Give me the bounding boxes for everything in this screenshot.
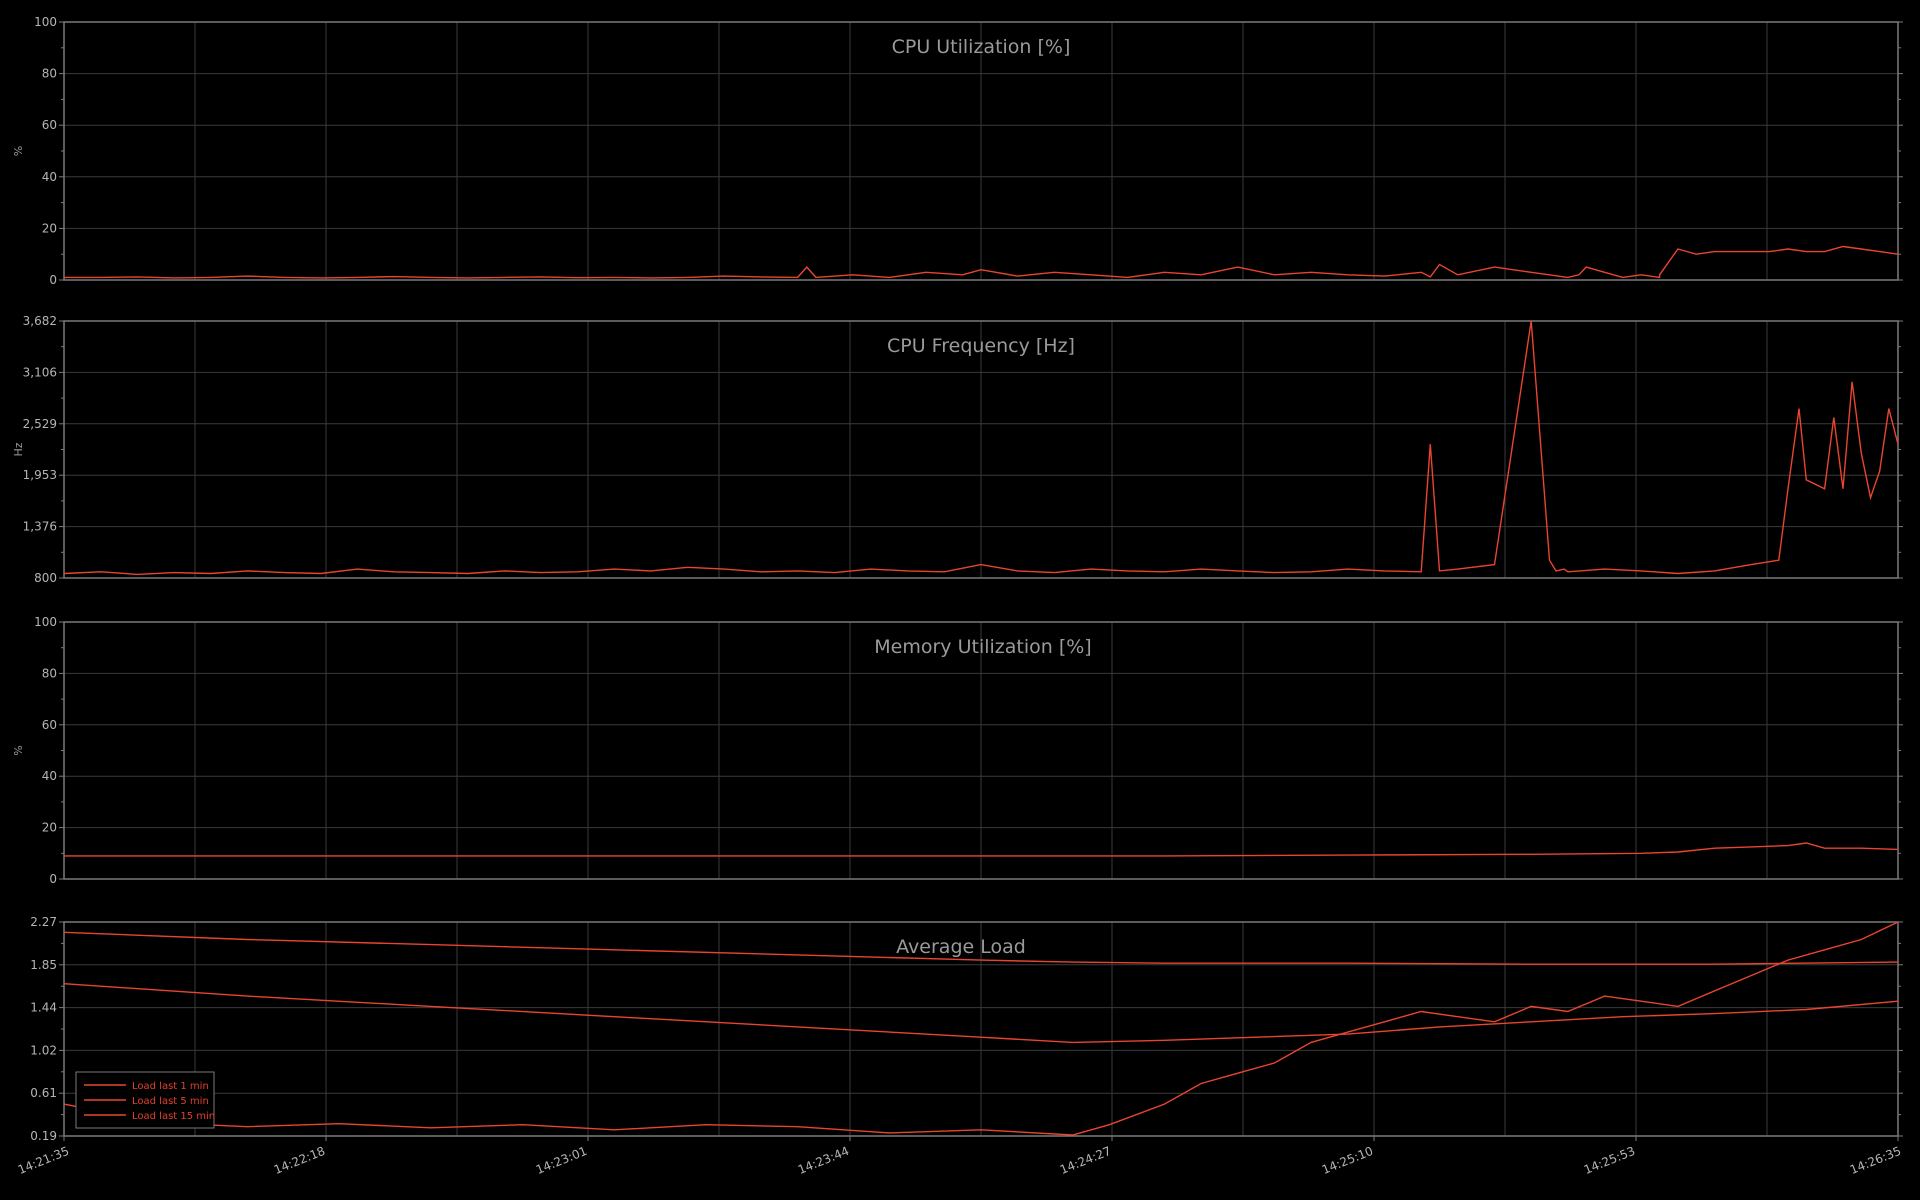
series-line-load-last-5-min xyxy=(63,983,1899,1044)
x-tick-label: 14:25:53 xyxy=(1582,1144,1637,1177)
legend-label: Load last 15 min xyxy=(132,1111,215,1122)
y-tick-label: 100 xyxy=(34,15,57,29)
y-tick-label: 1,953 xyxy=(23,468,57,482)
y-axis-label: % xyxy=(12,146,25,156)
plot-frame xyxy=(63,921,1899,1137)
y-tick-label: 100 xyxy=(34,615,57,629)
chart-title: Average Load xyxy=(896,936,1026,958)
y-tick-label: 2,529 xyxy=(23,417,57,431)
x-tick-label: 14:22:18 xyxy=(272,1144,327,1177)
y-tick-label: 1.02 xyxy=(30,1043,57,1057)
y-tick-label: 0 xyxy=(49,273,57,287)
chart-title: CPU Utilization [%] xyxy=(892,36,1071,58)
y-tick-label: 1.85 xyxy=(30,958,57,972)
y-tick-label: 0.61 xyxy=(30,1086,57,1100)
series-line-main xyxy=(64,842,1899,857)
legend-label: Load last 1 min xyxy=(132,1081,209,1092)
y-tick-label: 60 xyxy=(42,718,57,732)
y-tick-label: 0.19 xyxy=(30,1129,57,1143)
y-tick-label: 800 xyxy=(34,571,57,585)
x-tick-label: 14:26:35 xyxy=(1848,1144,1903,1177)
y-axis-label: Hz xyxy=(12,442,25,456)
y-tick-label: 2.27 xyxy=(30,915,57,929)
chart-title: Memory Utilization [%] xyxy=(874,636,1091,658)
y-tick-label: 3,682 xyxy=(23,314,57,328)
y-tick-label: 1.44 xyxy=(30,1001,57,1015)
y-tick-label: 1,376 xyxy=(23,520,57,534)
y-tick-label: 20 xyxy=(42,821,57,835)
y-tick-label: 80 xyxy=(42,666,57,680)
x-tick-label: 14:25:10 xyxy=(1320,1144,1375,1177)
y-tick-label: 20 xyxy=(42,221,57,235)
plot-frame xyxy=(63,621,1899,880)
series-line-load-last-1-min xyxy=(63,921,1899,1136)
legend-label: Load last 5 min xyxy=(132,1096,209,1107)
x-tick-label: 14:24:27 xyxy=(1058,1144,1113,1177)
y-tick-label: 40 xyxy=(42,170,57,184)
x-tick-label: 14:23:44 xyxy=(796,1144,851,1177)
series-line-load-last-15-min xyxy=(63,931,1899,965)
series-line-main xyxy=(64,245,1899,279)
y-tick-label: 60 xyxy=(42,118,57,132)
y-tick-label: 3,106 xyxy=(23,365,57,379)
x-tick-label: 14:21:35 xyxy=(16,1144,71,1177)
x-tick-label: 14:23:01 xyxy=(534,1144,589,1177)
plot-frame xyxy=(63,320,1899,579)
y-tick-label: 40 xyxy=(42,769,57,783)
y-tick-label: 0 xyxy=(49,872,57,886)
series-line-main xyxy=(63,320,1899,576)
chart-title: CPU Frequency [Hz] xyxy=(887,335,1075,357)
y-axis-label: % xyxy=(12,745,25,755)
plot-frame xyxy=(63,21,1899,281)
y-tick-label: 80 xyxy=(42,67,57,81)
